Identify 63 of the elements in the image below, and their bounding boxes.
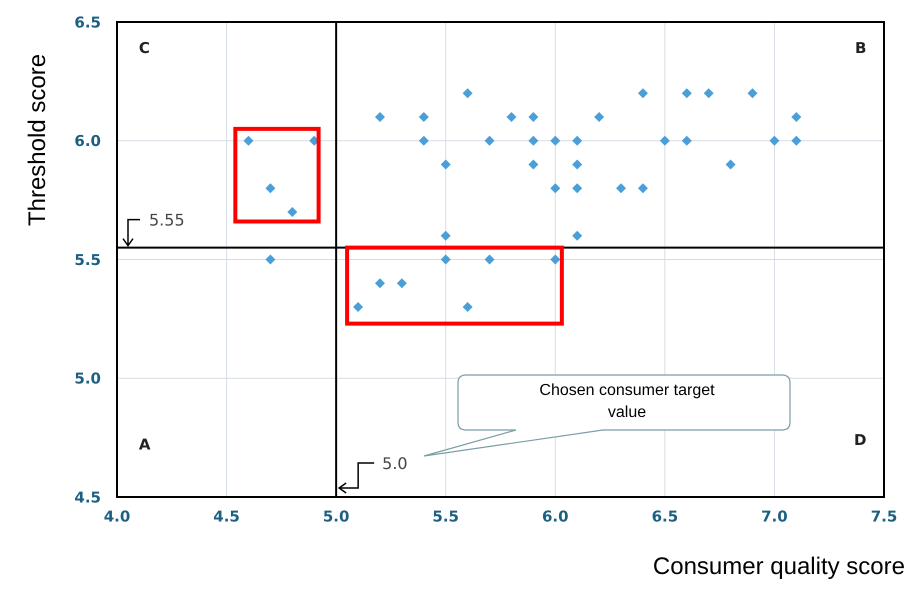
point	[528, 112, 538, 122]
point	[528, 160, 538, 170]
annotation: B	[855, 38, 866, 57]
point	[528, 136, 538, 146]
point	[418, 136, 429, 146]
point	[726, 160, 736, 170]
point	[572, 160, 582, 170]
point	[396, 278, 407, 288]
point	[572, 183, 582, 194]
point	[682, 88, 692, 98]
y-tick-label: 5.0	[74, 370, 101, 388]
point	[374, 278, 385, 288]
y-tick-label: 6.0	[74, 132, 101, 150]
ref-line-label: 5.0	[382, 454, 408, 473]
point	[704, 88, 714, 98]
x-tick-label: 5.5	[432, 508, 460, 526]
point	[550, 136, 560, 146]
ref-line-label: 5.55	[149, 210, 185, 230]
y-tick-label: 4.5	[74, 488, 101, 506]
point	[638, 88, 648, 98]
point	[594, 112, 604, 122]
point	[660, 136, 670, 146]
point	[748, 88, 758, 98]
point	[791, 136, 802, 146]
x-tick-label: 6.0	[542, 508, 569, 526]
x-axis-title: Consumer quality score	[652, 553, 905, 581]
point	[243, 136, 254, 146]
annotation: A	[138, 436, 151, 454]
point	[638, 183, 648, 194]
point	[484, 254, 495, 264]
point	[462, 88, 473, 98]
annotation: D	[854, 430, 866, 449]
point	[418, 112, 429, 122]
point	[374, 112, 385, 122]
point	[550, 254, 560, 264]
point	[506, 112, 516, 122]
point	[572, 136, 582, 146]
x-tick-label: 6.5	[652, 508, 678, 526]
annotation: C	[138, 38, 150, 57]
y-tick-label: 6.5	[74, 13, 101, 32]
x-tick-label: 7.5	[870, 508, 898, 526]
point	[550, 183, 560, 194]
y-axis-title: Threshold score	[24, 54, 52, 226]
x-tick-label: 4.0	[104, 508, 130, 526]
point	[353, 302, 364, 312]
y-tick-label: 5.5	[74, 250, 101, 269]
point	[287, 207, 298, 217]
point	[440, 254, 451, 264]
x-tick-label: 4.5	[213, 508, 240, 526]
annotation: Chosen consumer target value	[538, 381, 716, 423]
point	[572, 230, 582, 241]
point	[616, 183, 626, 194]
point	[265, 254, 276, 264]
point	[265, 183, 276, 194]
point	[682, 136, 692, 146]
x-tick-label: 7.0	[761, 508, 788, 526]
point	[462, 302, 473, 312]
point	[440, 230, 451, 241]
x-tick-label: 5.0	[322, 508, 350, 526]
point	[484, 136, 495, 146]
point	[791, 112, 802, 122]
point	[769, 136, 780, 146]
point	[440, 160, 451, 170]
